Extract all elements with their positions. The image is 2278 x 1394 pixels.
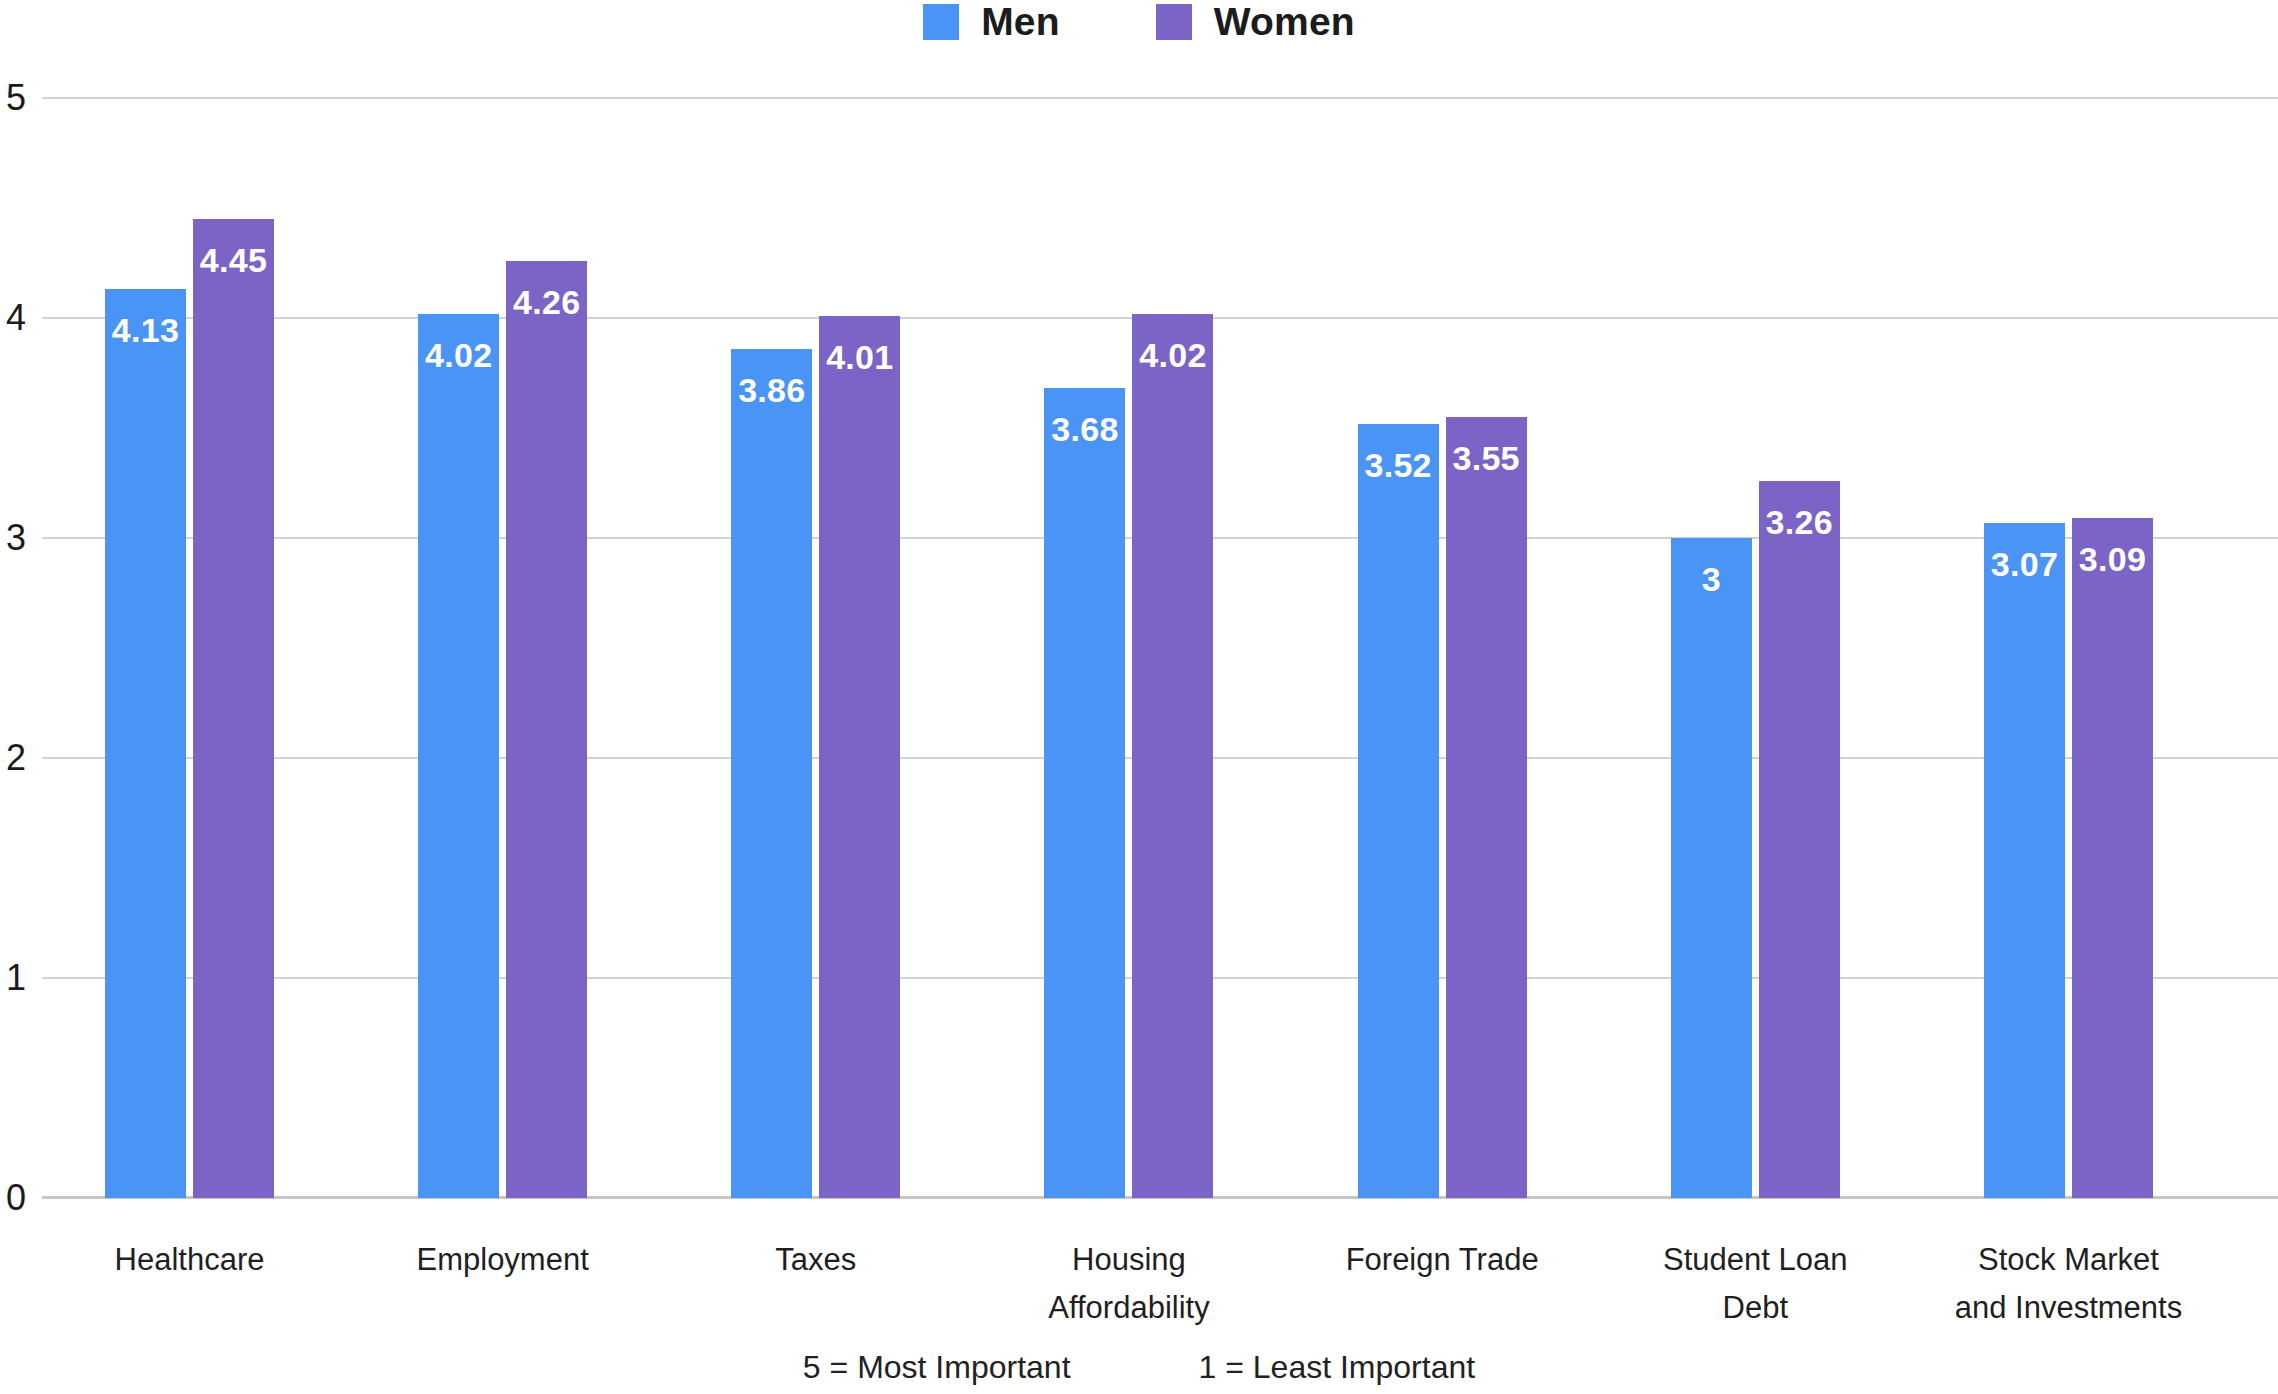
bar-value-label: 4.26: [506, 283, 587, 322]
x-axis-category-label: Foreign Trade: [1262, 1236, 1622, 1284]
chart-canvas: MenWomen 012345 4.134.45Healthcare4.024.…: [0, 0, 2278, 1394]
bar-value-label: 3.68: [1044, 410, 1125, 449]
bar-women: 4.01: [819, 316, 900, 1198]
x-axis-category-label: Employment: [323, 1236, 683, 1284]
scale-note: 5 = Most Important 1 = Least Important: [0, 1349, 2278, 1386]
bar-women: 3.26: [1759, 481, 1840, 1198]
bar-men: 3: [1671, 538, 1752, 1198]
bar-group: 4.024.26Employment: [418, 98, 587, 1198]
bar-women: 3.09: [2072, 518, 2153, 1198]
x-axis-category-label: Student Loan Debt: [1575, 1236, 1935, 1332]
bar-women: 4.45: [193, 219, 274, 1198]
bar-value-label: 4.02: [1132, 336, 1213, 375]
bar-men: 3.86: [731, 349, 812, 1198]
bar-group: 3.864.01Taxes: [731, 98, 900, 1198]
bar-men: 3.52: [1358, 424, 1439, 1198]
bar-value-label: 4.01: [819, 338, 900, 377]
bar-value-label: 3.07: [1984, 545, 2065, 584]
scale-note-most: 5 = Most Important: [803, 1349, 1071, 1386]
legend-item-women: Women: [1156, 0, 1355, 44]
legend-label: Men: [981, 0, 1060, 44]
x-axis-category-label: Stock Market and Investments: [1888, 1236, 2248, 1332]
x-axis-category-label: Healthcare: [10, 1236, 370, 1284]
bar-men: 4.13: [105, 289, 186, 1198]
bar-value-label: 3.09: [2072, 540, 2153, 579]
bar-value-label: 3.86: [731, 371, 812, 410]
bar-men: 4.02: [418, 314, 499, 1198]
chart-legend: Men Women: [0, 0, 2278, 44]
x-axis-category-label: Taxes: [636, 1236, 996, 1284]
legend-item-men: Men: [923, 0, 1060, 44]
bar-groups: 4.134.45Healthcare 4.024.26Employment 3.86…: [0, 98, 2278, 1198]
x-axis-category-label: Housing Affordability: [949, 1236, 1309, 1332]
bar-value-label: 3.26: [1759, 503, 1840, 542]
square-swatch-icon: [1156, 4, 1192, 40]
bar-women: 4.02: [1132, 314, 1213, 1198]
legend-label: Women: [1214, 0, 1355, 44]
bar-group: 3.684.02Housing Affordability: [1044, 98, 1213, 1198]
scale-note-least: 1 = Least Important: [1199, 1349, 1476, 1386]
plot-area: 012345 4.134.45Healthcare4.024.26Employm…: [0, 98, 2278, 1198]
bar-value-label: 3.55: [1446, 439, 1527, 478]
bar-value-label: 3: [1671, 560, 1752, 599]
bar-men: 3.68: [1044, 388, 1125, 1198]
bar-group: 3.523.55Foreign Trade: [1358, 98, 1527, 1198]
bar-value-label: 4.45: [193, 241, 274, 280]
bar-women: 4.26: [506, 261, 587, 1198]
bar-value-label: 4.02: [418, 336, 499, 375]
bar-group: 33.26Student Loan Debt: [1671, 98, 1840, 1198]
bar-group: 4.134.45Healthcare: [105, 98, 274, 1198]
bar-value-label: 3.52: [1358, 446, 1439, 485]
bar-women: 3.55: [1446, 417, 1527, 1198]
square-swatch-icon: [923, 4, 959, 40]
bar-men: 3.07: [1984, 523, 2065, 1198]
bar-value-label: 4.13: [105, 311, 186, 350]
bar-group: 3.073.09Stock Market and Investments: [1984, 98, 2153, 1198]
